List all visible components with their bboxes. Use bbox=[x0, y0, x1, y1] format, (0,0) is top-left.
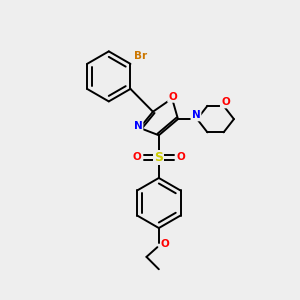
Text: O: O bbox=[176, 152, 185, 162]
Text: O: O bbox=[168, 92, 177, 102]
Text: S: S bbox=[154, 151, 163, 164]
Text: O: O bbox=[132, 152, 141, 162]
Text: O: O bbox=[161, 238, 170, 249]
Text: N: N bbox=[134, 121, 142, 131]
Text: O: O bbox=[221, 97, 230, 107]
Text: N: N bbox=[192, 110, 200, 120]
Text: Br: Br bbox=[134, 51, 147, 61]
